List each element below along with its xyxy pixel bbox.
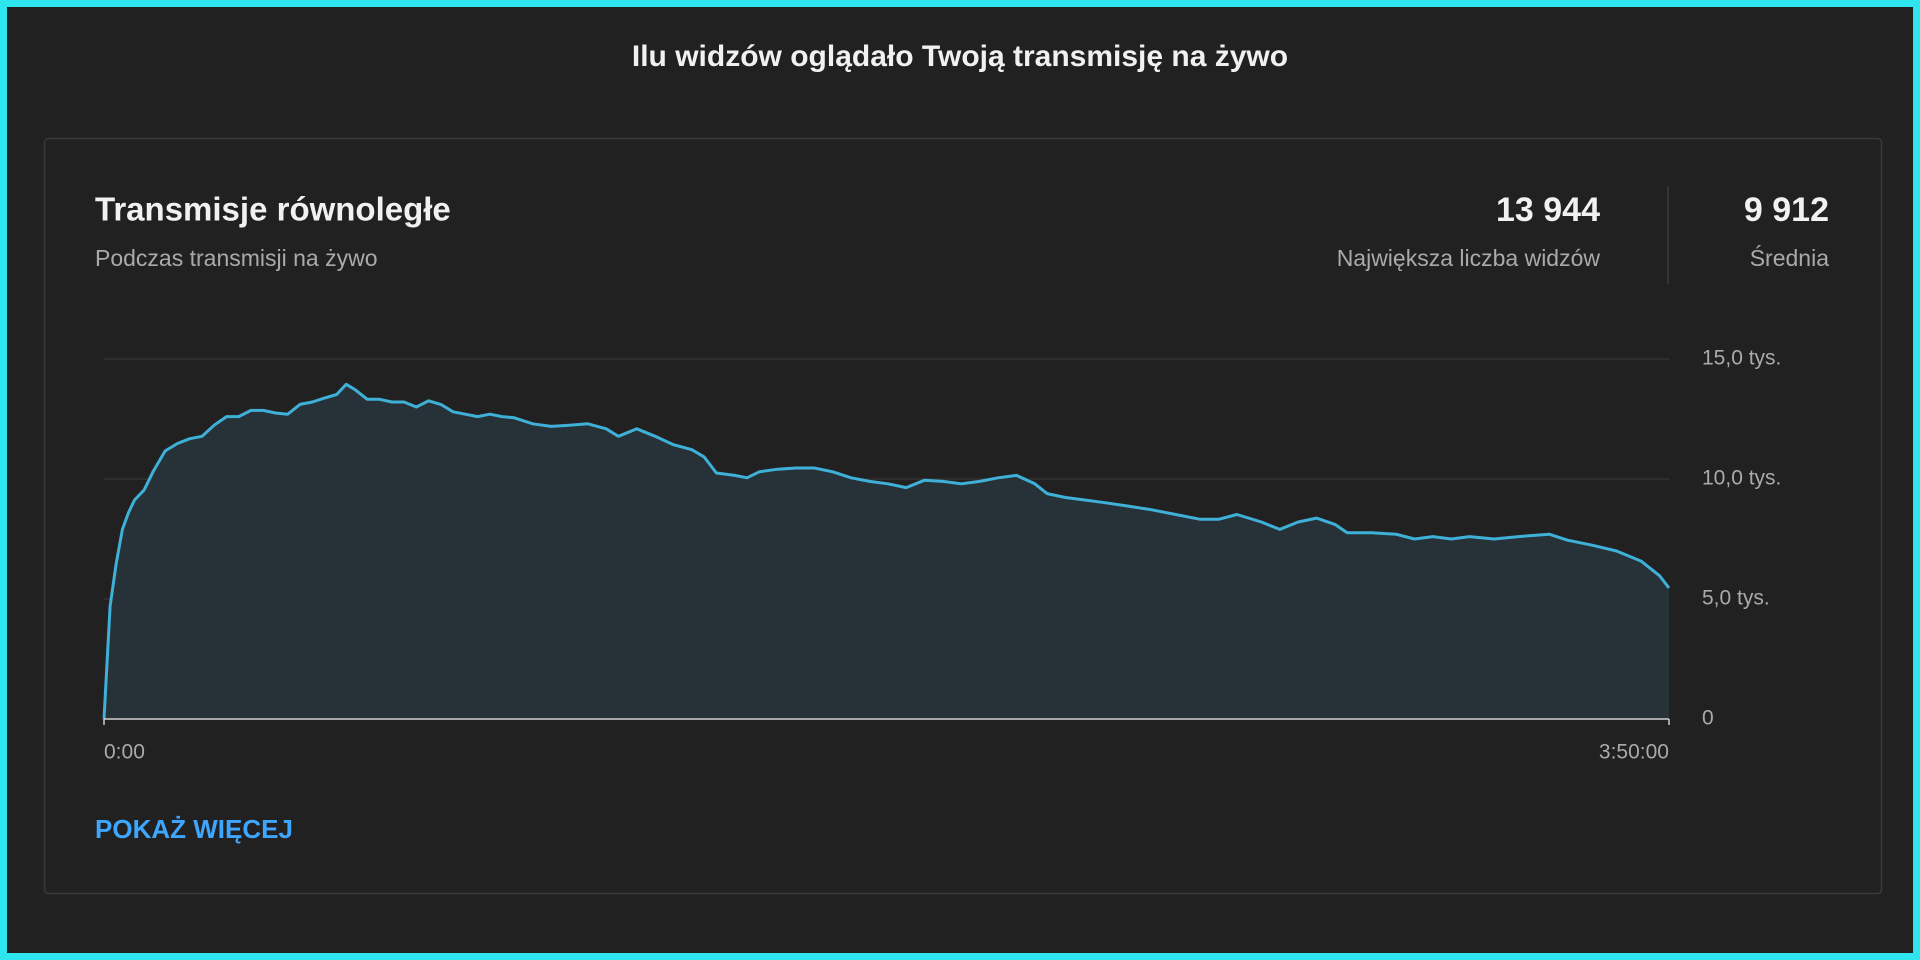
- stat-value: 13 944: [1496, 191, 1600, 229]
- y-tick-label: 10,0 tys.: [1702, 467, 1781, 490]
- stat-label: Średnia: [1750, 244, 1829, 271]
- line: [102, 382, 1671, 720]
- area-fill: [104, 384, 1669, 719]
- card-title: Transmisje równoległe: [95, 191, 451, 228]
- y-tick-label: 5,0 tys.: [1702, 587, 1770, 610]
- x-tick-label: 0:00: [104, 741, 145, 764]
- stat-label: Największa liczba widzów: [1337, 245, 1601, 271]
- y-tick-label: 0: [1702, 707, 1714, 730]
- card: [43, 137, 1883, 895]
- page-title: Ilu widzów oglądało Twoją transmisję na …: [632, 40, 1288, 73]
- show-more[interactable]: POKAŻ WIĘCEJ: [95, 814, 293, 844]
- stat-value: 9 912: [1744, 191, 1829, 229]
- y-tick-label: 15,0 tys.: [1702, 347, 1781, 370]
- x-tick-label: 3:50:00: [1599, 741, 1669, 764]
- card-subtitle: Podczas transmisji na żywo: [95, 245, 378, 271]
